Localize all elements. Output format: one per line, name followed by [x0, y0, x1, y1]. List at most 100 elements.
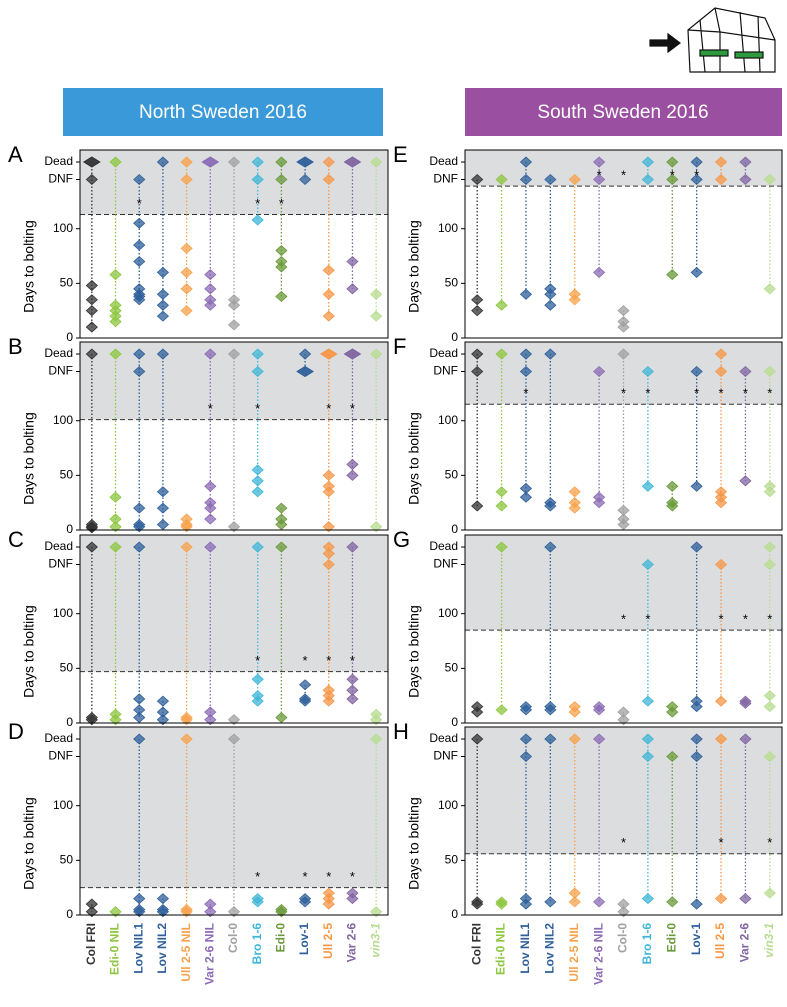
- violin-diamond: [298, 695, 312, 707]
- y-axis-label: Days to bolting: [21, 412, 37, 505]
- violin-diamond: [85, 173, 98, 186]
- significance-star: *: [621, 835, 626, 850]
- violin-diamond: [593, 156, 606, 168]
- violin-diamond: [109, 316, 122, 328]
- violin-diamond: [296, 156, 314, 168]
- violin-diamond: [275, 156, 288, 168]
- violin-diamond: [204, 898, 217, 910]
- violin-diamond: [714, 365, 728, 378]
- violin-diamond: [519, 733, 533, 745]
- violin-diamond: [133, 217, 146, 229]
- violin-diamond: [641, 480, 654, 492]
- y-tick-label: 100: [53, 606, 73, 620]
- violin-diamond: [133, 502, 146, 514]
- significance-star: *: [670, 168, 675, 183]
- significance-star: *: [255, 653, 260, 668]
- significance-star: *: [743, 386, 748, 401]
- violin-diamond: [296, 366, 314, 377]
- violin-diamond: [519, 288, 533, 300]
- violin-diamond: [617, 348, 630, 360]
- violin-diamond: [763, 173, 776, 186]
- panel-label: A: [8, 142, 23, 167]
- violin-diamond: [370, 310, 383, 322]
- violin-diamond: [85, 279, 98, 292]
- violin-diamond: [204, 541, 217, 553]
- significance-star: *: [767, 386, 772, 401]
- significance-star: *: [326, 869, 331, 884]
- y-tick-label: 50: [60, 853, 74, 867]
- x-tick-label: vin3-1: [762, 923, 776, 958]
- header-box: [465, 88, 782, 136]
- significance-star: *: [350, 869, 355, 884]
- x-tick-label: Col-0: [226, 923, 240, 953]
- violin-diamond: [156, 706, 170, 718]
- y-tick-label: DNF: [433, 172, 458, 186]
- violin-diamond: [85, 305, 98, 317]
- violin-diamond: [617, 305, 630, 317]
- significance-star: *: [645, 386, 650, 401]
- x-tick-label: Ull 2-5: [321, 923, 335, 959]
- violin-diamond: [471, 305, 484, 317]
- violin-diamond: [133, 294, 146, 306]
- violin-diamond: [156, 695, 170, 707]
- violin-diamond: [109, 491, 122, 503]
- x-tick-label: Edi-0 NIL: [494, 923, 508, 975]
- violin-diamond: [690, 701, 703, 713]
- violin-diamond: [180, 283, 193, 295]
- violin-diamond: [298, 348, 312, 360]
- violin-diamond: [251, 464, 264, 476]
- violin-diamond: [133, 704, 146, 716]
- violin-diamond: [322, 469, 335, 481]
- violin-diamond: [180, 733, 193, 745]
- violin-diamond: [227, 156, 241, 168]
- panel-label: D: [8, 719, 24, 744]
- violin-diamond: [544, 896, 557, 908]
- violin-diamond: [251, 541, 264, 553]
- violin-diamond: [641, 733, 654, 745]
- violin-diamond: [641, 173, 654, 186]
- violin-diamond: [666, 480, 679, 492]
- violin-diamond: [109, 269, 122, 281]
- violin-diamond: [275, 290, 288, 303]
- violin-diamond: [322, 486, 335, 498]
- violin-diamond: [519, 704, 533, 716]
- y-tick-label: 0: [451, 330, 458, 344]
- significance-star: *: [255, 869, 260, 884]
- shaded-region: [465, 727, 782, 854]
- violin-diamond: [204, 502, 217, 514]
- violin-diamond: [519, 750, 533, 763]
- significance-star: *: [767, 835, 772, 850]
- violin-diamond: [519, 173, 533, 186]
- x-tick-label: Ull 2-5 NIL: [179, 923, 193, 982]
- violin-diamond: [471, 348, 484, 360]
- violin-diamond: [298, 173, 312, 186]
- violin-diamond: [519, 348, 533, 360]
- violin-diamond: [763, 558, 776, 571]
- y-tick-label: 50: [445, 853, 459, 867]
- plot-frame: [464, 341, 783, 531]
- plot-frame: [464, 149, 783, 339]
- y-tick-label: 100: [438, 221, 458, 235]
- violin-diamond: [204, 299, 217, 311]
- violin-diamond: [690, 156, 703, 168]
- x-tick-label: Var 2-6 NIL: [202, 923, 216, 985]
- violin-diamond: [204, 706, 217, 718]
- significance-star: *: [350, 653, 355, 668]
- violin-diamond: [133, 711, 146, 724]
- y-axis-label: Days to bolting: [21, 797, 37, 890]
- violin-diamond: [617, 706, 630, 718]
- violin-diamond: [739, 893, 752, 905]
- violin-diamond: [568, 896, 581, 908]
- y-tick-label: Dead: [429, 154, 458, 168]
- significance-star: *: [255, 196, 260, 211]
- significance-star: *: [621, 612, 626, 627]
- violin-diamond: [714, 348, 728, 360]
- x-tick-label: Bro 1-6: [250, 923, 264, 965]
- violin-diamond: [544, 500, 557, 512]
- significance-star: *: [279, 196, 284, 211]
- x-tick-label: Lov NIL1: [131, 923, 145, 974]
- violin-diamond: [346, 693, 359, 705]
- violin-diamond: [471, 898, 484, 910]
- y-tick-label: 50: [445, 276, 459, 290]
